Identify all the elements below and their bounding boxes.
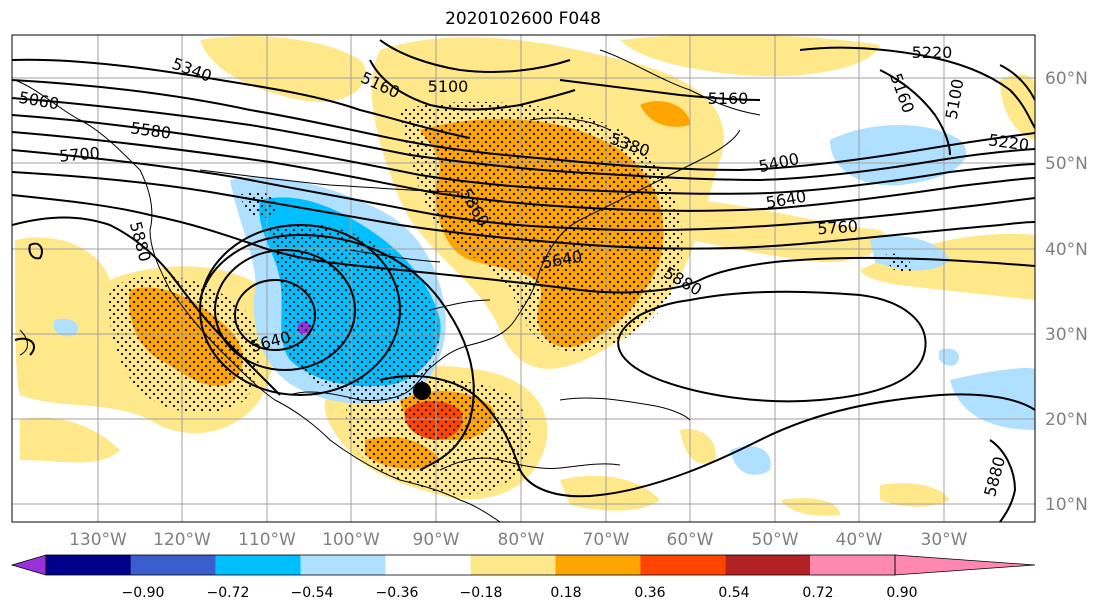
colorbar-tick: −0.18 (460, 585, 503, 601)
lon-label: 130°W (69, 530, 127, 550)
contour-label: 5220 (912, 43, 953, 62)
colorbar-extend-min (10, 554, 47, 576)
lon-label: 100°W (322, 530, 380, 550)
storm-position-marker (413, 382, 431, 400)
colorbar-extend-max (894, 554, 1036, 576)
lat-label: 50°N (1045, 154, 1088, 174)
lon-label: 60°W (667, 530, 714, 550)
colorbar-segment (130, 555, 216, 575)
colorbar-segment (810, 555, 895, 575)
contour-label: 5160 (708, 89, 749, 108)
colorbar-tick: −0.36 (376, 585, 419, 601)
contour-label: 5700 (58, 143, 100, 165)
colorbar-segment (385, 555, 471, 575)
contour-label: 5760 (817, 217, 859, 239)
colorbar-segment (470, 555, 556, 575)
lon-label: 90°W (413, 530, 460, 550)
lon-label: 40°W (836, 530, 883, 550)
map-title: 2020102600 F048 (445, 9, 601, 29)
colorbar-segment (640, 555, 726, 575)
colorbar-segment (300, 555, 386, 575)
lat-label: 30°N (1045, 325, 1088, 345)
contour-label: 5100 (428, 77, 469, 96)
colorbar-tick: −0.54 (291, 585, 334, 601)
colorbar-segment (215, 555, 301, 575)
lat-label: 40°N (1045, 240, 1088, 260)
colorbar: −0.90 −0.72 −0.54 −0.36 −0.18 0.18 0.36 … (10, 554, 1036, 601)
lat-label: 10°N (1045, 495, 1088, 515)
colorbar-tick: 0.72 (802, 585, 833, 601)
colorbar-tick: −0.72 (207, 585, 250, 601)
lat-label: 60°N (1045, 69, 1088, 89)
colorbar-tick: −0.90 (122, 585, 165, 601)
lat-label: 20°N (1045, 410, 1088, 430)
map-frame (11, 34, 1036, 523)
colorbar-tick: 0.90 (886, 585, 917, 601)
height-contours (12, 39, 1035, 522)
lon-label: 110°W (238, 530, 296, 550)
colorbar-tick: 0.54 (718, 585, 749, 601)
longitude-labels: 130°W 120°W 110°W 100°W 90°W 80°W 70°W 6… (69, 530, 968, 550)
colorbar-tick: 0.18 (550, 585, 581, 601)
lon-label: 120°W (153, 530, 211, 550)
colorbar-segment (725, 555, 811, 575)
colorbar-tick: 0.36 (634, 585, 665, 601)
map-area: 5340 5160 5100 5220 5160 5160 5100 5220 … (12, 35, 1035, 522)
lon-label: 30°W (921, 530, 968, 550)
colorbar-segment (46, 555, 131, 575)
graticule (12, 35, 1035, 522)
lon-label: 70°W (583, 530, 630, 550)
lon-label: 80°W (498, 530, 545, 550)
colorbar-segment (555, 555, 641, 575)
lon-label: 50°W (752, 530, 799, 550)
latitude-labels: 60°N 50°N 40°N 30°N 20°N 10°N (1045, 69, 1088, 515)
